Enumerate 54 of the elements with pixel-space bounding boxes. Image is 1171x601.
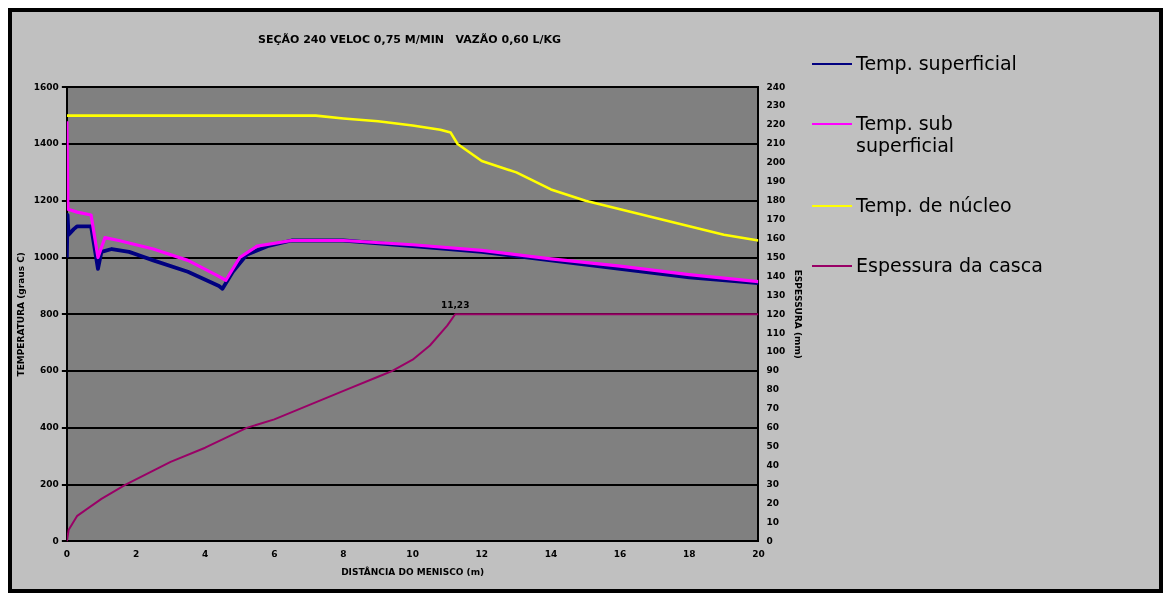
x-tick-label: 10 (406, 549, 419, 560)
legend-label: Temp. de núcleo (856, 194, 1013, 216)
y2-tick-label: 40 (766, 460, 779, 471)
y2-tick-label: 130 (766, 289, 786, 300)
y-tick-label: 1400 (33, 138, 59, 149)
y-tick-label: 600 (40, 365, 59, 376)
x-tick-label: 4 (202, 549, 209, 560)
y2-tick-label: 20 (766, 497, 779, 508)
y2-tick-label: 180 (766, 195, 786, 206)
x-tick-label: 2 (132, 549, 140, 560)
x-tick-label: 18 (682, 549, 696, 560)
annotation: 11,23 (440, 300, 470, 311)
y-tick-label: 0 (52, 535, 59, 546)
y-tick-label: 200 (40, 478, 59, 489)
y-axis-title: TEMPERATURA (graus C) (15, 252, 26, 377)
x-axis-title: DISTÂNCIA DO MENISCO (m) (341, 565, 485, 577)
x-tick-label: 14 (544, 549, 558, 560)
legend-label: Espessura da casca (856, 254, 1044, 276)
x-tick-label: 20 (752, 549, 765, 560)
y-tick-label: 400 (40, 422, 59, 433)
y2-tick-label: 90 (766, 365, 779, 376)
y-tick-label: 1600 (33, 81, 59, 92)
y2-tick-label: 170 (766, 214, 786, 225)
y2-tick-label: 220 (766, 119, 786, 130)
x-tick-label: 6 (271, 549, 278, 560)
y2-tick-label: 50 (766, 441, 779, 452)
y2-tick-label: 190 (766, 176, 786, 187)
y2-tick-label: 100 (766, 346, 786, 357)
chart-title: SEÇÃO 240 VELOC 0,75 M/MIN VAZÃO 0,60 L/KG (257, 33, 562, 47)
y-tick-label: 800 (40, 308, 59, 319)
x-tick-label: 16 (613, 549, 627, 560)
y2-tick-label: 30 (766, 478, 779, 489)
y-tick-label: 1200 (33, 195, 59, 206)
y2-tick-label: 0 (766, 535, 773, 546)
y2-tick-label: 70 (766, 403, 779, 414)
y2-tick-label: 80 (766, 384, 779, 395)
y2-tick-label: 140 (766, 270, 786, 281)
y2-tick-label: 110 (766, 327, 786, 338)
legend-label: Temp. superficial (856, 52, 1018, 74)
x-tick-label: 12 (475, 549, 489, 560)
y-tick-label: 1000 (33, 251, 59, 262)
y2-tick-label: 150 (766, 251, 786, 262)
y2-tick-label: 200 (766, 157, 786, 168)
y2-tick-label: 210 (766, 138, 786, 149)
y2-tick-label: 240 (766, 81, 786, 92)
y2-tick-label: 230 (766, 100, 786, 111)
y2-axis-title: ESPESSURA (mm) (793, 269, 804, 359)
y2-tick-label: 160 (766, 232, 786, 243)
y2-tick-label: 10 (766, 516, 779, 527)
x-tick-label: 8 (340, 549, 347, 560)
y2-tick-label: 120 (766, 308, 786, 319)
x-tick-label: 0 (63, 549, 70, 560)
y2-tick-label: 60 (766, 422, 779, 433)
legend-label: Temp. sub superficial (856, 112, 956, 156)
